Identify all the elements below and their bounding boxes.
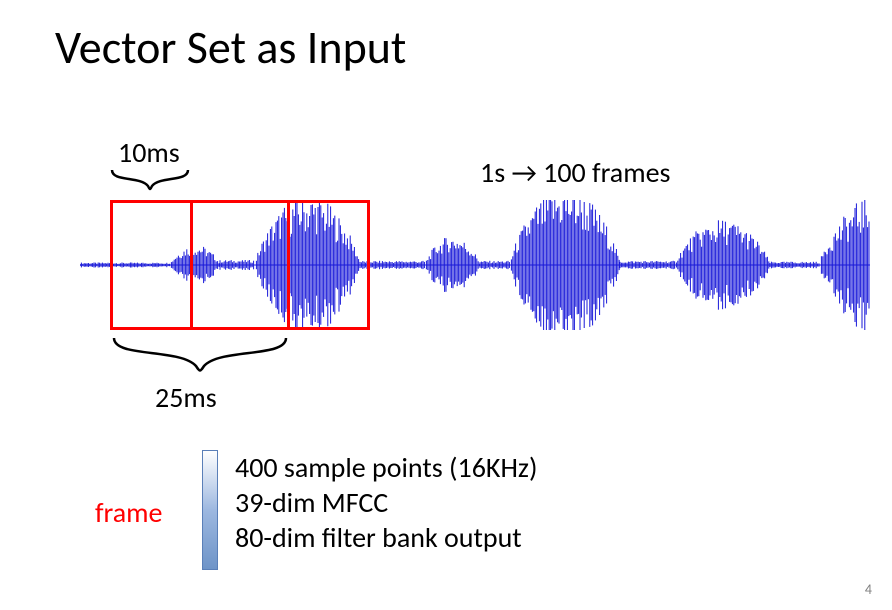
detail-line-1: 400 sample points (16KHz) <box>235 450 537 485</box>
stride-label: 10ms <box>118 135 180 170</box>
frame-vector-bar <box>202 450 218 570</box>
brace-top-icon <box>110 168 190 196</box>
frame-box-2 <box>190 200 370 330</box>
detail-line-3: 80-dim filter bank output <box>235 520 537 555</box>
window-label: 25ms <box>155 380 217 415</box>
frame-details: 400 sample points (16KHz) 39-dim MFCC 80… <box>235 450 537 555</box>
page-number: 4 <box>865 581 872 598</box>
brace-bottom-icon <box>110 336 290 376</box>
waveform-area <box>80 200 870 330</box>
frame-word: frame <box>95 495 162 530</box>
page-title: Vector Set as Input <box>55 20 406 76</box>
slide: Vector Set as Input 10ms 1s → 100 frames… <box>0 0 892 610</box>
detail-line-2: 39-dim MFCC <box>235 485 537 520</box>
frames-per-sec-label: 1s → 100 frames <box>480 155 670 190</box>
